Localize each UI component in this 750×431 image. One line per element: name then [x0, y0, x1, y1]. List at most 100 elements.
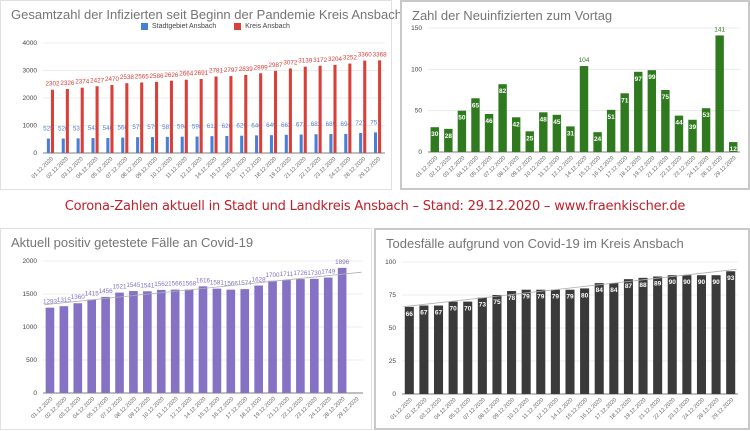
data-label: 1315	[57, 297, 72, 304]
legend-label: Stadtgebiet Ansbach	[152, 23, 217, 31]
bar	[50, 89, 55, 153]
y-tick-label: 0	[392, 391, 396, 398]
data-label: 42	[513, 121, 521, 128]
bar	[477, 297, 487, 394]
bar	[210, 136, 214, 153]
bar	[594, 283, 604, 394]
bar	[284, 134, 288, 153]
data-label: 1628	[252, 277, 267, 284]
data-label: 2691	[194, 70, 209, 77]
data-label: 90	[698, 279, 706, 286]
bar	[444, 128, 453, 152]
bar	[180, 136, 184, 153]
data-label: 28	[445, 133, 453, 140]
bar	[199, 78, 203, 153]
bar	[155, 81, 159, 153]
data-label: 70	[450, 306, 458, 313]
data-label: 2538	[120, 74, 135, 81]
data-label: 3252	[343, 55, 358, 62]
y-tick-label: 50	[415, 108, 423, 115]
data-label: 90	[683, 279, 691, 286]
data-label: 1574	[238, 280, 253, 287]
data-label: 1749	[321, 269, 336, 276]
data-label: 1562	[154, 281, 169, 288]
bar	[91, 138, 95, 153]
bar	[471, 98, 480, 152]
data-label: 587	[162, 124, 173, 131]
bar	[125, 83, 129, 153]
data-label: 97	[635, 76, 643, 83]
data-label: 629	[236, 123, 247, 130]
legend-label: Kreis Ansbach	[245, 23, 290, 31]
data-label: 526	[58, 126, 69, 133]
bar	[136, 137, 140, 153]
data-label: 79	[552, 294, 560, 301]
bar	[593, 132, 602, 152]
y-tick-label: 3000	[23, 68, 38, 75]
data-label: 751	[370, 119, 381, 126]
data-label: 82	[499, 88, 507, 95]
data-label: 594	[177, 124, 188, 131]
bar	[566, 126, 575, 152]
bar	[363, 60, 367, 153]
chart-deaths: Todesfälle aufgrund von Covid-19 im Krei…	[374, 228, 750, 430]
chart-title: Aktuell positiv getestete Fälle an Covid…	[11, 235, 254, 250]
data-label: 2586	[150, 73, 165, 80]
y-tick-label: 0	[33, 150, 37, 157]
bar	[80, 87, 84, 153]
bar	[623, 279, 633, 394]
data-label: 53	[702, 112, 710, 119]
data-label: 579	[147, 124, 158, 131]
y-tick-label: 1000	[23, 123, 38, 130]
data-label: 31	[567, 130, 575, 137]
y-tick-label: 150	[411, 25, 422, 32]
data-label: 620	[222, 123, 233, 130]
y-tick-label: 4000	[23, 40, 38, 47]
data-label: 727	[355, 120, 366, 127]
y-tick-label: 500	[26, 357, 37, 364]
bar	[76, 138, 80, 153]
data-label: 2797	[224, 67, 239, 74]
y-tick-label: 0	[33, 390, 37, 397]
y-tick-label: 75	[389, 292, 397, 299]
bar	[303, 66, 307, 153]
y-tick-label: 1500	[23, 291, 38, 298]
data-label: 640	[251, 122, 262, 129]
data-label: 90	[712, 279, 720, 286]
data-label: 50	[458, 115, 466, 122]
bar	[195, 136, 199, 153]
chart-svg: 0100020003000400001.12.202002.12.202003.…	[23, 40, 388, 180]
y-tick-label: 25	[389, 358, 397, 365]
chart-title: Gesamtzahl der Infizierten seit Beginn d…	[11, 7, 402, 22]
bar	[507, 291, 517, 394]
bar	[647, 70, 657, 152]
bar	[638, 277, 648, 394]
y-tick-label: 2000	[23, 258, 38, 265]
data-label: 70	[464, 306, 472, 313]
bar	[87, 299, 97, 393]
bar	[269, 135, 273, 153]
bar	[729, 142, 738, 152]
bar	[348, 63, 352, 153]
data-label: 84	[610, 287, 618, 294]
y-tick-label: 100	[411, 66, 422, 73]
bar	[711, 275, 721, 394]
data-label: 73	[479, 302, 487, 309]
bar	[634, 71, 643, 152]
bar	[552, 114, 562, 152]
bar	[95, 86, 99, 153]
bar	[606, 109, 616, 152]
bar	[359, 133, 363, 153]
data-label: 84	[596, 287, 604, 294]
bar	[498, 84, 507, 152]
legend-swatch	[141, 23, 148, 30]
bar	[715, 35, 724, 152]
data-label: 1616	[196, 277, 211, 284]
bar	[433, 305, 444, 394]
chart-svg: 05010015001.12.202002.12.202003.12.20200…	[411, 25, 740, 179]
bar	[143, 291, 152, 393]
data-label: 104	[579, 57, 590, 64]
data-label: 1541	[140, 282, 155, 289]
data-label: 2626	[164, 72, 179, 79]
data-label: 2565	[135, 73, 150, 80]
